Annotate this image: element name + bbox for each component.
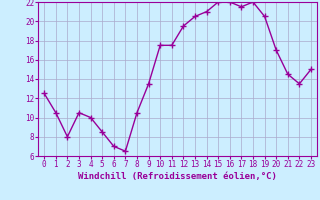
X-axis label: Windchill (Refroidissement éolien,°C): Windchill (Refroidissement éolien,°C) xyxy=(78,172,277,181)
